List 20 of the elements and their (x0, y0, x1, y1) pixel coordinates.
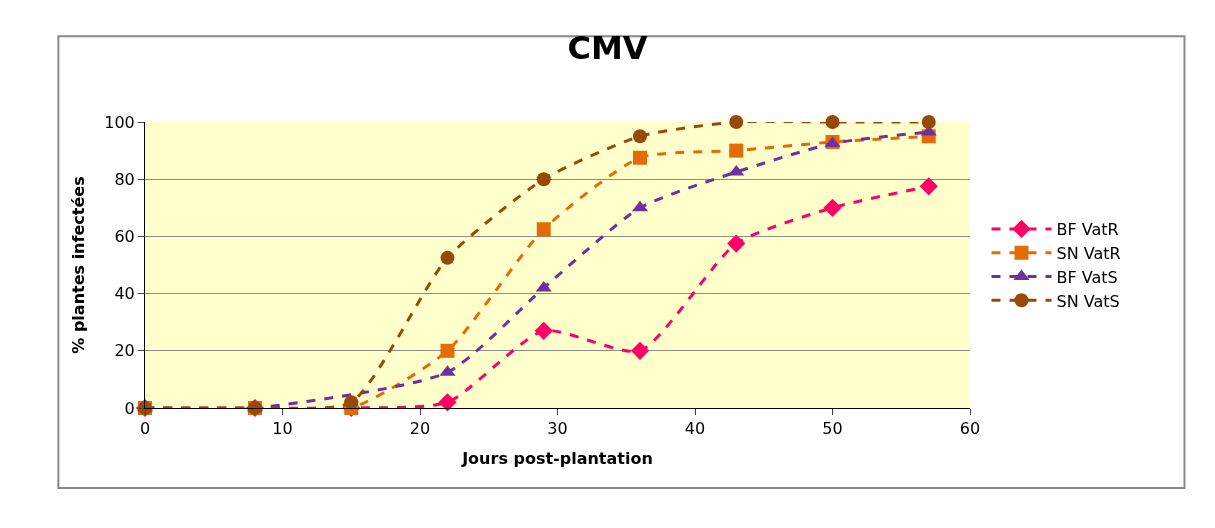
x-tick-label: 20 (409, 419, 431, 439)
y-tick-label: 60 (114, 227, 135, 246)
legend-label: BF VatR (1056, 220, 1119, 240)
x-tick-label: 60 (959, 419, 981, 439)
legend-label: BF VatS (1056, 267, 1118, 287)
x-tick-label: 30 (547, 419, 568, 439)
x-tick-label: 0 (139, 419, 151, 439)
y-tick-label: 100 (104, 112, 135, 132)
x-tick-label: 50 (822, 419, 843, 439)
x-tick-label: 40 (684, 419, 706, 439)
y-tick-label: 40 (114, 284, 135, 304)
legend-label: SN VatS (1056, 291, 1120, 311)
chart-title: CMV (567, 29, 648, 68)
x-tick-label: 10 (272, 419, 293, 439)
y-tick-label: 20 (114, 341, 135, 361)
y-tick-label: 80 (114, 169, 135, 189)
y-tick-label: 0 (124, 398, 135, 418)
legend-label: SN VatR (1056, 243, 1121, 263)
x-axis-title: Jours post-plantation (461, 448, 653, 468)
y-axis-title: % plantes infectées (69, 176, 89, 354)
